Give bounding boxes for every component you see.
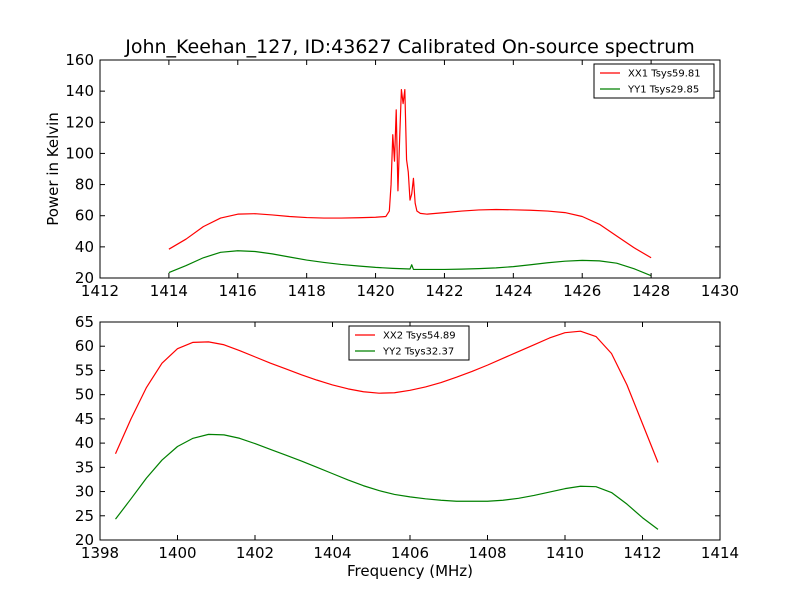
y-tick-label: 80: [75, 176, 94, 194]
legend-label: XX2 Tsys54.89: [383, 331, 456, 342]
legend-label: YY2 Tsys32.37: [382, 347, 454, 358]
series-line-2: [115, 433, 659, 530]
y-tick-label: 140: [65, 82, 94, 100]
x-tick-label: 1428: [632, 282, 670, 300]
x-tick-label: 1426: [563, 282, 601, 300]
y-tick-label: 100: [65, 144, 94, 162]
x-axis-label: Frequency (MHz): [347, 562, 473, 580]
x-tick-label: 1424: [494, 282, 532, 300]
y-tick-label: 65: [75, 313, 94, 331]
x-tick-label: 1414: [701, 544, 739, 562]
plot-frame: [99, 59, 721, 279]
x-tick-label: 1404: [313, 544, 351, 562]
x-tick-label: 1400: [158, 544, 196, 562]
y-axis-label: Power in Kelvin: [44, 112, 62, 226]
top-subplot: John_Keehan_127, ID:43627 Calibrated On-…: [44, 36, 739, 300]
bottom-subplot: Frequency (MHz) 1398 1400 1402 1404 1406 1408…: [75, 313, 739, 580]
legend-label: XX1 Tsys59.81: [628, 69, 701, 80]
x-tick-label: 1416: [219, 282, 257, 300]
legend: [348, 325, 470, 361]
x-tick-label: 1412: [623, 544, 661, 562]
series-line-1: [168, 88, 652, 259]
y-tick-label: 120: [65, 113, 94, 131]
x-tick-label: 1422: [425, 282, 463, 300]
y-tick-label: 60: [75, 207, 94, 225]
x-tick-label: 1412: [81, 282, 119, 300]
series-line-2: [168, 250, 652, 277]
series-line-1: [114, 330, 659, 463]
y-tick-label: 40: [75, 238, 94, 256]
y-tick-label: 55: [75, 361, 94, 379]
y-tick-label: 40: [75, 434, 94, 452]
x-tick-label: 1414: [150, 282, 188, 300]
x-tick-label: 1410: [546, 544, 584, 562]
x-tick-label: 1406: [391, 544, 429, 562]
y-tick-label: 45: [75, 410, 94, 428]
y-tick-label: 60: [75, 337, 94, 355]
x-tick-label: 1408: [468, 544, 506, 562]
legend-label: YY1 Tsys29.85: [627, 85, 699, 96]
y-tick-label: 20: [75, 531, 94, 549]
x-tick-label: 1420: [356, 282, 394, 300]
y-tick-label: 30: [75, 483, 94, 501]
y-tick-label: 25: [75, 507, 94, 525]
x-tick-label: 1418: [288, 282, 326, 300]
y-tick-label: 35: [75, 458, 94, 476]
x-tick-label: 1398: [81, 544, 119, 562]
chart-title: John_Keehan_127, ID:43627 Calibrated On-…: [124, 36, 695, 58]
y-tick-label: 50: [75, 386, 94, 404]
legend: [593, 63, 715, 99]
x-tick-label: 1430: [701, 282, 739, 300]
y-tick-label: 160: [65, 51, 94, 69]
y-tick-label: 20: [75, 269, 94, 287]
x-tick-label: 1402: [236, 544, 274, 562]
